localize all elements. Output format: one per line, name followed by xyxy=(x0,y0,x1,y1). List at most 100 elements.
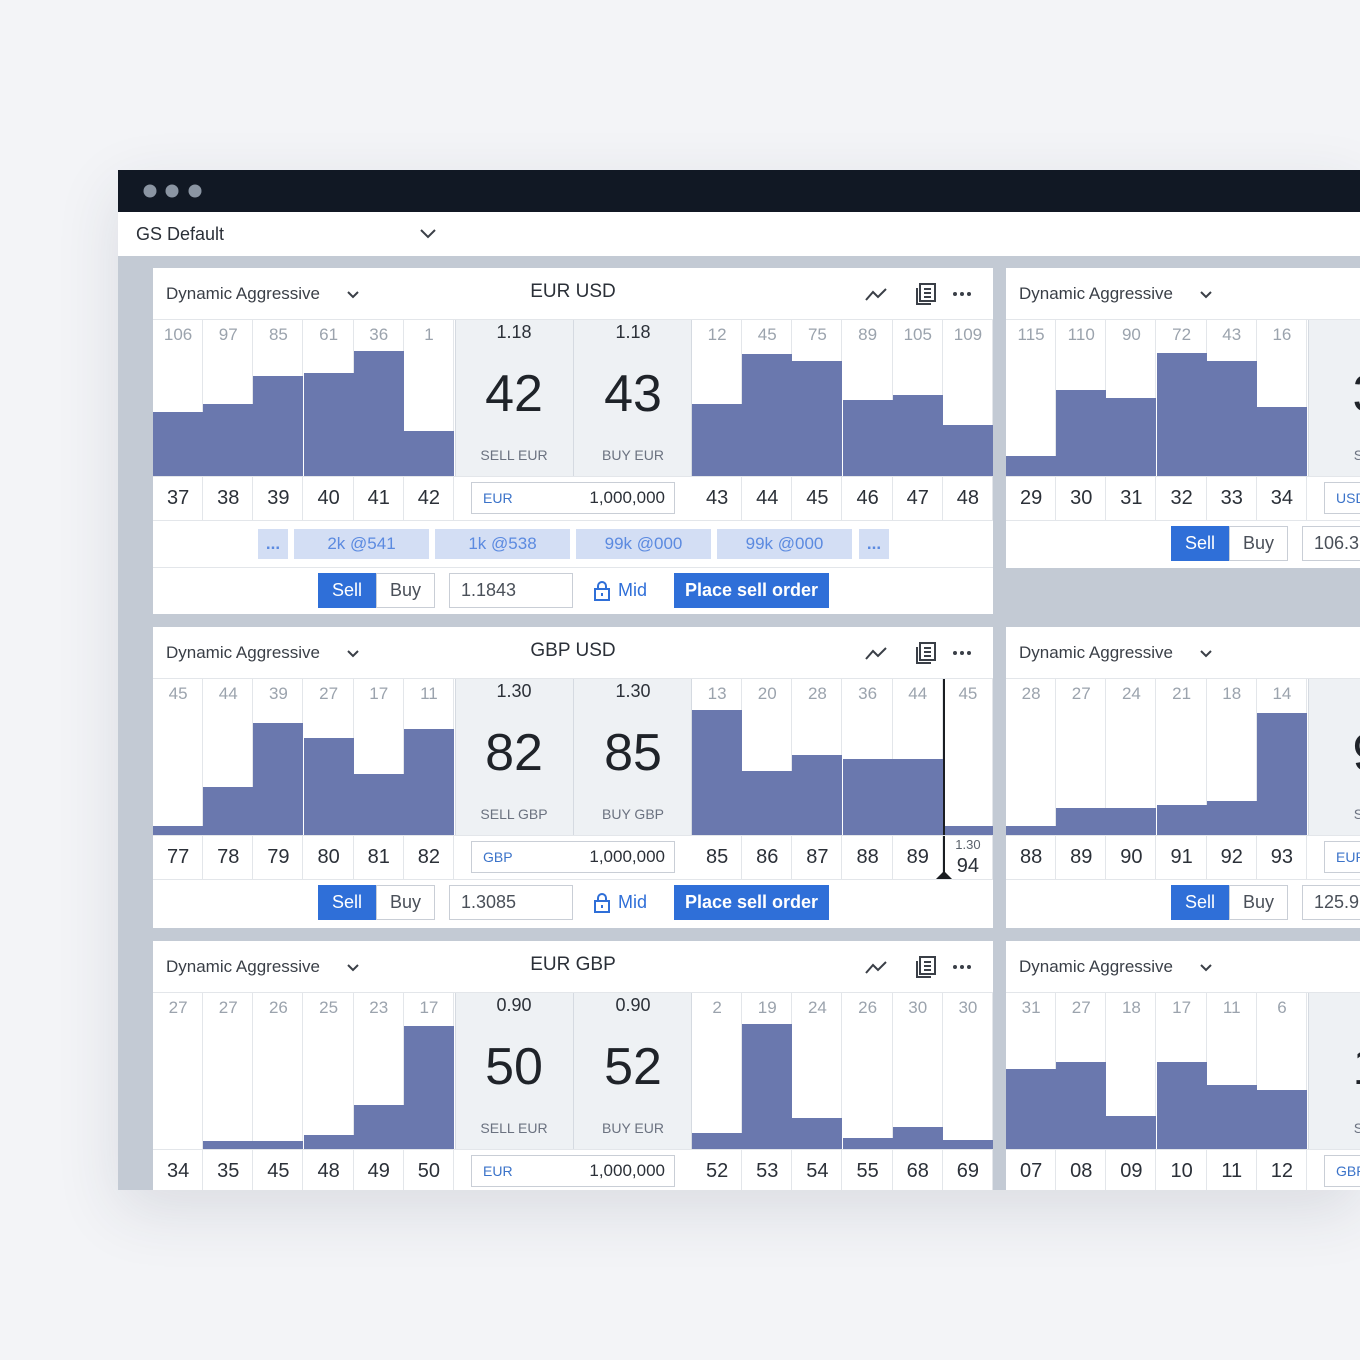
level-price: 29 xyxy=(1019,487,1043,509)
side-label[interactable]: SELL EUR xyxy=(480,1120,548,1136)
strategy-chevron[interactable] xyxy=(346,288,360,302)
depth-pill[interactable]: 1k @538 xyxy=(435,529,570,559)
buy-toggle[interactable]: Buy xyxy=(376,885,435,920)
side-label[interactable]: SEL xyxy=(1353,806,1360,822)
pips[interactable]: 9 xyxy=(1308,723,1360,783)
strategy-select[interactable]: Dynamic Aggressive xyxy=(1019,643,1174,662)
depth-pill[interactable]: 99k @000 xyxy=(576,529,711,559)
ladder-cell xyxy=(1207,679,1257,879)
price-input[interactable]: 1.1843 xyxy=(449,573,573,608)
chart-icon-glyph xyxy=(865,961,887,974)
sell-toggle[interactable]: Sell xyxy=(318,573,376,608)
chart-icon[interactable] xyxy=(863,282,889,306)
side-label[interactable]: SEL xyxy=(1353,1120,1360,1136)
mid-toggle[interactable]: Mid xyxy=(618,892,648,912)
level-price: 55 xyxy=(856,1160,879,1182)
level-price: 09 xyxy=(1120,1160,1143,1182)
pair-title: EUR USD xyxy=(530,281,616,302)
depth-bar xyxy=(1056,1061,1107,1149)
level-size: 20 xyxy=(757,684,777,703)
price-input[interactable]: 125.9 xyxy=(1302,885,1360,920)
depth-pill[interactable]: ... xyxy=(859,529,889,559)
blotter-icon[interactable] xyxy=(914,281,938,307)
ladder-cell xyxy=(1006,679,1057,879)
depth-pill[interactable]: 99k @000 xyxy=(717,529,852,559)
more-icon[interactable] xyxy=(950,641,974,665)
pips[interactable]: 52 xyxy=(604,1038,662,1096)
strategy-chevron[interactable] xyxy=(1199,647,1213,661)
row-line xyxy=(1006,520,1360,521)
level-size: 27 xyxy=(218,998,238,1017)
depth-bar xyxy=(303,1134,354,1149)
notional-box[interactable] xyxy=(1324,482,1360,514)
notional-box[interactable] xyxy=(471,1155,675,1187)
big-figure[interactable]: 1.18 xyxy=(615,322,651,342)
tile-header xyxy=(153,941,993,993)
price-input[interactable]: 106.3 xyxy=(1302,526,1360,561)
mid-toggle[interactable]: Mid xyxy=(618,580,648,600)
notional-box[interactable] xyxy=(1324,1155,1360,1187)
pips[interactable]: 42 xyxy=(485,365,543,423)
lock-icon[interactable] xyxy=(593,580,611,602)
sell-toggle[interactable]: Sell xyxy=(1171,526,1229,561)
side-label[interactable]: SELL GBP xyxy=(480,806,548,822)
strategy-select[interactable]: Dynamic Aggressive xyxy=(1019,957,1174,976)
side-label[interactable]: SELL EUR xyxy=(480,447,548,463)
depth-pill[interactable]: 2k @541 xyxy=(294,529,429,559)
big-figure[interactable]: 1 xyxy=(1308,995,1360,1016)
chart-icon[interactable] xyxy=(863,955,889,979)
chart-icon[interactable] xyxy=(863,641,889,665)
strategy-select[interactable]: Dynamic Aggressive xyxy=(166,957,321,976)
big-figure[interactable]: 1.30 xyxy=(615,681,651,701)
level-price: 07 xyxy=(1019,1160,1043,1182)
notional-box[interactable] xyxy=(471,482,675,514)
row-line xyxy=(153,1149,993,1150)
buy-toggle[interactable]: Buy xyxy=(1229,885,1288,920)
big-figure[interactable]: 1 xyxy=(1308,322,1360,343)
depth-pill[interactable]: ... xyxy=(258,529,288,559)
pips[interactable]: 50 xyxy=(485,1038,543,1096)
side-label[interactable]: SEL xyxy=(1353,447,1360,463)
big-figure[interactable]: 1.30 xyxy=(496,681,532,701)
sell-toggle[interactable]: Sell xyxy=(1171,885,1229,920)
pips[interactable]: 1 xyxy=(1308,1037,1360,1097)
pips[interactable]: 3 xyxy=(1308,364,1360,424)
notional-box[interactable] xyxy=(1324,841,1360,873)
strategy-select[interactable]: Dynamic Aggressive xyxy=(166,643,321,662)
profile-chevron[interactable] xyxy=(418,212,438,256)
strategy-chevron[interactable] xyxy=(1199,288,1213,302)
more-icon[interactable] xyxy=(950,955,974,979)
pips[interactable]: 82 xyxy=(485,724,543,782)
strategy-select[interactable]: Dynamic Aggressive xyxy=(166,284,321,303)
big-figure[interactable]: 0.90 xyxy=(615,995,651,1015)
side-label[interactable]: BUY EUR xyxy=(602,447,664,463)
side-label[interactable]: BUY EUR xyxy=(602,1120,664,1136)
pips[interactable]: 85 xyxy=(604,724,662,782)
lock-icon[interactable] xyxy=(593,892,611,914)
blotter-icon[interactable] xyxy=(914,954,938,980)
big-figure[interactable]: 1.18 xyxy=(496,322,532,342)
notional-box[interactable] xyxy=(471,841,675,873)
level-price: 11 xyxy=(1221,1160,1243,1182)
pips[interactable]: 43 xyxy=(604,365,662,423)
side-label[interactable]: BUY GBP xyxy=(602,806,664,822)
big-figure[interactable]: 1 xyxy=(1308,681,1360,702)
place-order-button[interactable]: Place sell order xyxy=(674,885,829,920)
profile-select[interactable]: GS Default xyxy=(136,224,225,244)
sell-toggle[interactable]: Sell xyxy=(318,885,376,920)
more-icon[interactable] xyxy=(950,282,974,306)
level-size: 28 xyxy=(1021,684,1041,703)
blotter-icon[interactable] xyxy=(914,640,938,666)
level-size: 90 xyxy=(1121,325,1141,344)
strategy-chevron[interactable] xyxy=(1199,961,1213,975)
strategy-chevron[interactable] xyxy=(346,647,360,661)
level-size: 11 xyxy=(420,684,438,703)
strategy-select[interactable]: Dynamic Aggressive xyxy=(1019,284,1174,303)
buy-toggle[interactable]: Buy xyxy=(1229,526,1288,561)
level-price: 08 xyxy=(1070,1160,1093,1182)
place-order-button[interactable]: Place sell order xyxy=(674,573,829,608)
big-figure[interactable]: 0.90 xyxy=(496,995,532,1015)
price-input[interactable]: 1.3085 xyxy=(449,885,573,920)
strategy-chevron[interactable] xyxy=(346,961,360,975)
buy-toggle[interactable]: Buy xyxy=(376,573,435,608)
